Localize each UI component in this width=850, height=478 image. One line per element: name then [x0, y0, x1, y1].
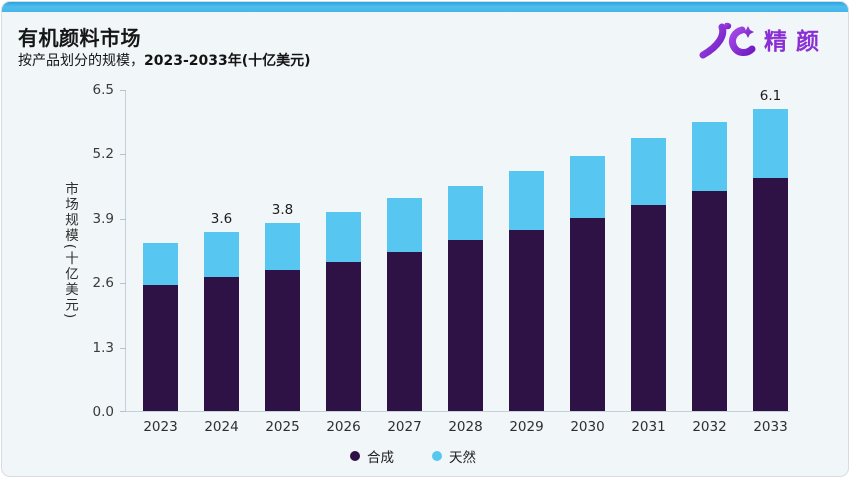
y-tick-mark — [120, 283, 126, 285]
legend-label: 合成 — [367, 450, 394, 466]
bar-total-label-2024: 3.6 — [210, 211, 233, 227]
y-tick-mark — [120, 411, 126, 412]
x-tick-label: 2027 — [387, 419, 422, 435]
x-tick-label: 2026 — [326, 419, 361, 435]
y-tick-label: 3.9 — [92, 210, 114, 227]
brand-logo: 精颜 — [698, 18, 828, 60]
y-tick-label: 6.5 — [92, 82, 114, 98]
x-tick-label: 2030 — [570, 419, 605, 435]
x-tick-label: 2028 — [448, 419, 483, 435]
y-tick-mark — [120, 154, 126, 156]
y-tick-label: 0.0 — [92, 404, 114, 420]
bar-segment-synthetic-2027 — [387, 252, 422, 411]
chart-legend: 合成 天然 — [2, 446, 824, 466]
y-tick-mark — [120, 218, 126, 220]
x-tick-label: 2023 — [143, 419, 178, 435]
bar-total-label-2033: 6.1 — [759, 88, 782, 104]
y-tick-label: 2.6 — [92, 275, 114, 292]
bar-segment-natural-2027 — [387, 198, 422, 252]
x-tick-label: 2032 — [692, 419, 727, 435]
y-axis-title: 市场规模(十亿美元) — [62, 181, 78, 320]
legend-item-natural: 天然 — [432, 446, 476, 466]
bar-segment-synthetic-2028 — [448, 240, 483, 411]
bar-segment-natural-2031 — [631, 138, 666, 205]
bar-segment-natural-2025 — [265, 223, 300, 270]
bar-segment-synthetic-2029 — [509, 230, 544, 411]
bar-segment-synthetic-2032 — [692, 191, 727, 411]
bar-segment-synthetic-2030 — [570, 218, 605, 411]
brand-logo-text: 精颜 — [764, 29, 828, 55]
bar-segment-natural-2033 — [753, 109, 788, 178]
x-tick-label: 2033 — [753, 419, 788, 435]
bar-segment-natural-2029 — [509, 171, 544, 230]
legend-dot-icon — [350, 451, 360, 461]
legend-dot-icon — [432, 451, 442, 461]
bar-total-label-2025: 3.8 — [271, 202, 294, 218]
page-title: 有机颜料市场 — [18, 26, 141, 50]
bar-segment-natural-2028 — [448, 186, 483, 240]
stacked-bar-chart: 市场规模(十亿美元) 0.0 1.3 2.6 3.9 5.2 6.5 2023 2024 3.6… — [62, 82, 790, 435]
subtitle-range: 2023-2033年(十亿美元) — [144, 53, 311, 69]
page-subtitle: 按产品划分的规模，2023-2033年(十亿美元) — [18, 50, 311, 70]
y-tick-mark — [120, 347, 126, 349]
x-tick-label: 2029 — [509, 419, 544, 435]
bar-segment-synthetic-2033 — [753, 178, 788, 411]
bar-segment-natural-2030 — [570, 156, 605, 218]
x-tick-label: 2024 — [204, 419, 239, 435]
bar-segment-natural-2026 — [326, 212, 361, 262]
bar-segment-synthetic-2023 — [143, 285, 178, 411]
jc-logo-icon — [699, 22, 756, 59]
bar-segment-synthetic-2031 — [631, 205, 666, 411]
bar-segment-natural-2023 — [143, 243, 178, 285]
bar-segment-synthetic-2026 — [326, 262, 361, 411]
x-tick-label: 2025 — [265, 419, 300, 435]
legend-item-synthetic: 合成 — [350, 446, 394, 466]
subtitle-prefix: 按产品划分的规模， — [18, 53, 144, 69]
top-accent-bar — [2, 2, 848, 12]
bar-segment-synthetic-2024 — [204, 277, 239, 411]
x-tick-label: 2031 — [631, 419, 666, 435]
y-tick-label: 5.2 — [92, 146, 114, 163]
bar-segment-natural-2024 — [204, 232, 239, 277]
y-tick-mark — [120, 90, 126, 91]
y-tick-label: 1.3 — [92, 339, 114, 356]
bar-segment-natural-2032 — [692, 122, 727, 191]
legend-label: 天然 — [449, 450, 476, 466]
bar-segment-synthetic-2025 — [265, 270, 300, 411]
